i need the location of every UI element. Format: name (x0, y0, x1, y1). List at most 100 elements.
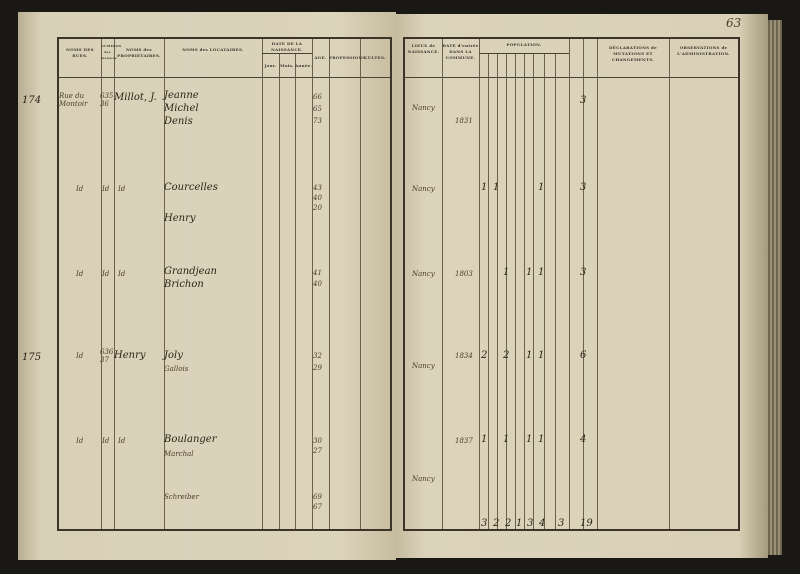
population-count: 1 (526, 434, 533, 445)
header-observations: OBSERVATIONS de L'ADMINISTRATION. (677, 45, 730, 56)
entry-date: 1837 (455, 437, 473, 445)
age: 20 (313, 204, 322, 212)
owner-name: Id (118, 437, 126, 445)
header-numeros: NUMÉROS des maisons (101, 44, 122, 60)
header-professions: PROFESSIONS. (329, 55, 368, 60)
tenant-name: Gallois (164, 365, 189, 373)
total: 3 (580, 182, 587, 193)
header-annee: Année. (295, 63, 313, 68)
population-count: 1 (538, 350, 545, 361)
header-rues: NOMS DES RUES. (66, 47, 94, 58)
header-locataires: NOMS des LOCATAIRES. (182, 47, 244, 52)
population-count: 1 (481, 434, 488, 445)
header-age: AGE. (314, 55, 327, 60)
page-number: 63 (726, 16, 742, 30)
owner-name: Id (118, 270, 126, 278)
age: 67 (313, 503, 322, 511)
header-cultes: CULTES. (364, 55, 386, 60)
tenant-name: Michel (164, 103, 199, 114)
population-count: 1 (538, 182, 545, 193)
tenant-name: Jeanne (164, 90, 199, 101)
street-name: Id (76, 352, 84, 360)
age: 65 (313, 105, 322, 113)
total: 3 (580, 267, 587, 278)
birthplace: Nancy (412, 475, 435, 483)
header-jour: Jour. (264, 63, 277, 68)
tenant-name: Boulanger (164, 434, 217, 445)
tenant-name: Henry (164, 213, 196, 224)
population-count: 1 (503, 434, 510, 445)
total-count: 3 (481, 518, 488, 529)
street-name: Rue du Montoir (59, 92, 88, 108)
birthplace: Nancy (412, 270, 435, 278)
age: 43 (313, 184, 322, 192)
population-count: 1 (481, 182, 488, 193)
total-count: 19 (580, 518, 593, 529)
tenant-name: Brichon (164, 279, 204, 290)
entry-date: 1834 (455, 352, 473, 360)
row-number: 175 (22, 352, 42, 363)
total-count: 2 (505, 518, 512, 529)
tenant-name: Schreiber (164, 493, 199, 501)
age: 73 (313, 117, 322, 125)
total-count: 1 (516, 518, 523, 529)
header-population: POPULATION. (506, 42, 542, 47)
header-proprietaires: NOMS des PROPRIÉTAIRES. (117, 47, 161, 58)
total-count: 4 (539, 518, 546, 529)
street-name: Id (76, 437, 84, 445)
age: 40 (313, 280, 322, 288)
owner-name: Id (118, 185, 126, 193)
total: 3 (580, 95, 587, 106)
house-number: 635 36 (100, 92, 114, 108)
row-number: 174 (22, 95, 42, 106)
population-count: 2 (481, 350, 488, 361)
total-count: 3 (558, 518, 565, 529)
birthplace: Nancy (412, 104, 435, 112)
population-count: 1 (538, 267, 545, 278)
street-name: Id (76, 185, 84, 193)
birthplace: Nancy (412, 362, 435, 370)
tenant-name: Marchal (164, 450, 194, 458)
tenant-name: Grandjean (164, 266, 217, 277)
entry-date: 1831 (455, 117, 473, 125)
population-count: 1 (526, 267, 533, 278)
age: 32 (313, 352, 322, 360)
right-page (396, 14, 768, 558)
tenant-name: Denis (164, 116, 193, 127)
total: 6 (580, 350, 587, 361)
left-page (18, 12, 396, 560)
house-number: Id (102, 437, 110, 445)
header-mois: Mois. (280, 63, 294, 68)
house-number: Id (102, 185, 110, 193)
tenant-name: Joly (164, 350, 183, 361)
population-count: 1 (503, 267, 510, 278)
left-table: NOMS DES RUES. NUMÉROS des maisons NOMS … (57, 37, 392, 531)
age: 30 (313, 437, 322, 445)
birthplace: Nancy (412, 185, 435, 193)
population-count: 2 (503, 350, 510, 361)
total-count: 3 (527, 518, 534, 529)
population-count: 1 (526, 350, 533, 361)
book-edge (768, 20, 782, 555)
age: 40 (313, 194, 322, 202)
owner-name: Millot, J. (114, 92, 157, 103)
age: 66 (313, 93, 322, 101)
population-count: 1 (493, 182, 500, 193)
population-count: 1 (538, 434, 545, 445)
total: 4 (580, 434, 587, 445)
street-name: Id (76, 270, 84, 278)
house-number: Id (102, 270, 110, 278)
owner-name: Henry (114, 350, 146, 361)
header-declarations: DÉCLARATIONS de MUTATIONS ET CHANGEMENTS… (609, 45, 657, 62)
header-date-entree: DATE d'entrée DANS LA COMMUNE. (442, 43, 479, 60)
right-table: LIEUX de NAISSANCE. DATE d'entrée DANS L… (403, 37, 740, 531)
age: 29 (313, 364, 322, 372)
entry-date: 1803 (455, 270, 473, 278)
age: 69 (313, 493, 322, 501)
age: 41 (313, 269, 322, 277)
house-number: 636 37 (100, 348, 114, 364)
tenant-name: Courcelles (164, 182, 218, 193)
header-date-naissance: DATE DE LA NAISSANCE. (271, 41, 303, 52)
total-count: 2 (493, 518, 500, 529)
header-lieux-naissance: LIEUX de NAISSANCE. (407, 43, 440, 54)
